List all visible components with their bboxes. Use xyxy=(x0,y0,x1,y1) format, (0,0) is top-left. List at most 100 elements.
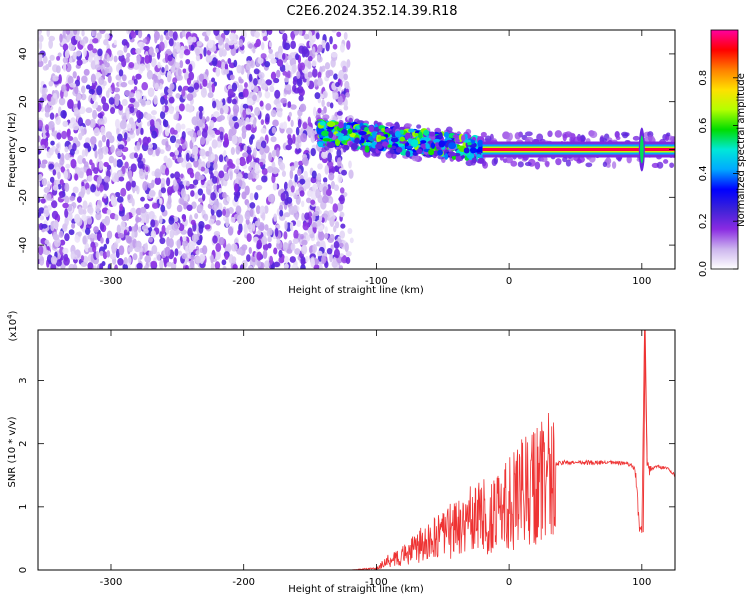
spectrogram-cell xyxy=(62,120,69,127)
spectrogram-cell xyxy=(283,212,291,218)
spectrogram-cell xyxy=(348,160,352,169)
spectrogram-cell xyxy=(229,171,233,181)
spectrogram-cell xyxy=(161,105,166,113)
spectrogram-cell xyxy=(92,109,98,120)
spectrogram-cell xyxy=(154,82,159,91)
spectrogram-cell xyxy=(176,74,183,81)
spectrogram-cell xyxy=(90,233,95,239)
spectrogram-cell xyxy=(45,63,50,71)
spectrogram-cell xyxy=(50,140,55,146)
snr-frame xyxy=(37,329,676,571)
spectrogram-cell xyxy=(226,196,231,202)
spectrogram-cell xyxy=(562,133,567,142)
spectrogram-cell xyxy=(147,182,155,189)
spectrogram-cell xyxy=(60,84,67,93)
spectrogram-cell xyxy=(154,176,162,186)
spectrogram-cell xyxy=(103,243,107,250)
spectrogram-cell xyxy=(271,166,279,175)
spectrogram-cell xyxy=(191,36,197,43)
spectrogram-cell xyxy=(185,58,191,65)
spectrogram-cell xyxy=(179,45,186,56)
spectrogram-cell xyxy=(78,132,83,141)
spectrogram-cell xyxy=(247,265,254,269)
spectrogram-cell xyxy=(159,164,167,174)
spectrogram-cell xyxy=(159,259,164,269)
spectrogram-cell xyxy=(95,211,102,221)
spectrogram-cell xyxy=(61,130,68,140)
spectrogram-cell xyxy=(172,31,178,41)
spectrogram-x-tick-label: 0 xyxy=(506,276,512,287)
spectrogram-cell xyxy=(304,178,311,189)
spectrogram-cell xyxy=(429,131,436,137)
spectrogram-cell xyxy=(196,129,202,137)
spectrogram-cell xyxy=(60,166,66,173)
spectrogram-cell xyxy=(144,54,151,64)
spectrogram-cell xyxy=(216,209,223,218)
spectrogram-cell xyxy=(536,133,544,142)
spectrogram-cell xyxy=(227,158,233,166)
spectrogram-cell xyxy=(425,143,430,150)
spectrogram-cell xyxy=(218,115,225,121)
spectrogram-cell xyxy=(73,30,78,36)
spectrogram-cell xyxy=(329,219,335,228)
spectrogram-cell xyxy=(121,74,127,82)
spectrogram-cell xyxy=(105,237,110,245)
spectrogram-cell xyxy=(178,103,185,112)
spectrogram-cell xyxy=(204,224,211,230)
spectrogram-cell xyxy=(41,178,48,186)
spectrogram-cell xyxy=(75,50,82,57)
spectrogram-cell xyxy=(299,190,305,197)
spectrogram-cell xyxy=(84,147,88,157)
spectrogram-cell xyxy=(150,110,157,116)
spectrogram-cell xyxy=(145,113,152,121)
spectrogram-cell xyxy=(105,131,113,139)
spectrogram-cell xyxy=(210,192,217,201)
spectrogram-cell xyxy=(585,162,593,168)
spectrogram-cell xyxy=(299,62,306,71)
spectrogram-cell xyxy=(293,87,301,94)
spectrogram-cell xyxy=(547,130,553,138)
spectrogram-cell xyxy=(118,245,125,256)
spectrogram-y-tick-label: 20 xyxy=(18,95,29,108)
spectrogram-cell xyxy=(254,220,261,227)
spectrogram-cell xyxy=(58,230,64,238)
spectrogram-cell xyxy=(143,203,150,210)
spectrogram-cell xyxy=(143,228,149,234)
spectrogram-cell xyxy=(428,149,435,156)
spectrogram-cell xyxy=(416,124,422,129)
spectrogram-cell xyxy=(64,233,70,242)
spectrogram-cell xyxy=(341,212,345,218)
spectrogram-cell xyxy=(239,264,245,269)
spectrogram-cell xyxy=(38,207,45,214)
spectrogram-cell xyxy=(554,130,563,138)
spectrogram-cell xyxy=(444,153,449,160)
spectrogram-cell xyxy=(74,234,81,243)
spectrogram-cell xyxy=(106,250,111,258)
spectrogram-cell xyxy=(438,131,443,139)
spectrogram-cell xyxy=(293,229,299,240)
spectrogram-x-tick-label: -300 xyxy=(100,276,123,287)
spectrogram-cell xyxy=(317,163,323,170)
spectrogram-cell xyxy=(219,107,224,115)
spectrogram-cell xyxy=(339,230,346,239)
spectrogram-cell xyxy=(172,48,177,58)
spectrogram-cell xyxy=(272,182,278,191)
spectrogram-cell xyxy=(244,226,248,236)
spectrogram-cell xyxy=(189,259,195,269)
spectrogram-cell xyxy=(312,106,317,117)
spectrogram-cell xyxy=(162,118,167,127)
spectrogram-cell xyxy=(98,160,104,171)
spectrogram-cell xyxy=(267,242,272,249)
spectrogram-cell xyxy=(82,157,86,164)
spectrogram-cell xyxy=(166,224,174,231)
spectrogram-y-tick-label: 40 xyxy=(18,48,29,61)
spectrogram-cell xyxy=(145,100,151,106)
spectrogram-cell xyxy=(278,204,284,211)
spectrogram-cell xyxy=(390,137,399,143)
spectrogram-cell xyxy=(200,166,206,172)
spectrogram-cell xyxy=(151,130,158,139)
spectrogram-cell xyxy=(92,245,97,253)
spectrogram-cell xyxy=(62,43,69,51)
spectrogram-cell xyxy=(222,98,226,107)
